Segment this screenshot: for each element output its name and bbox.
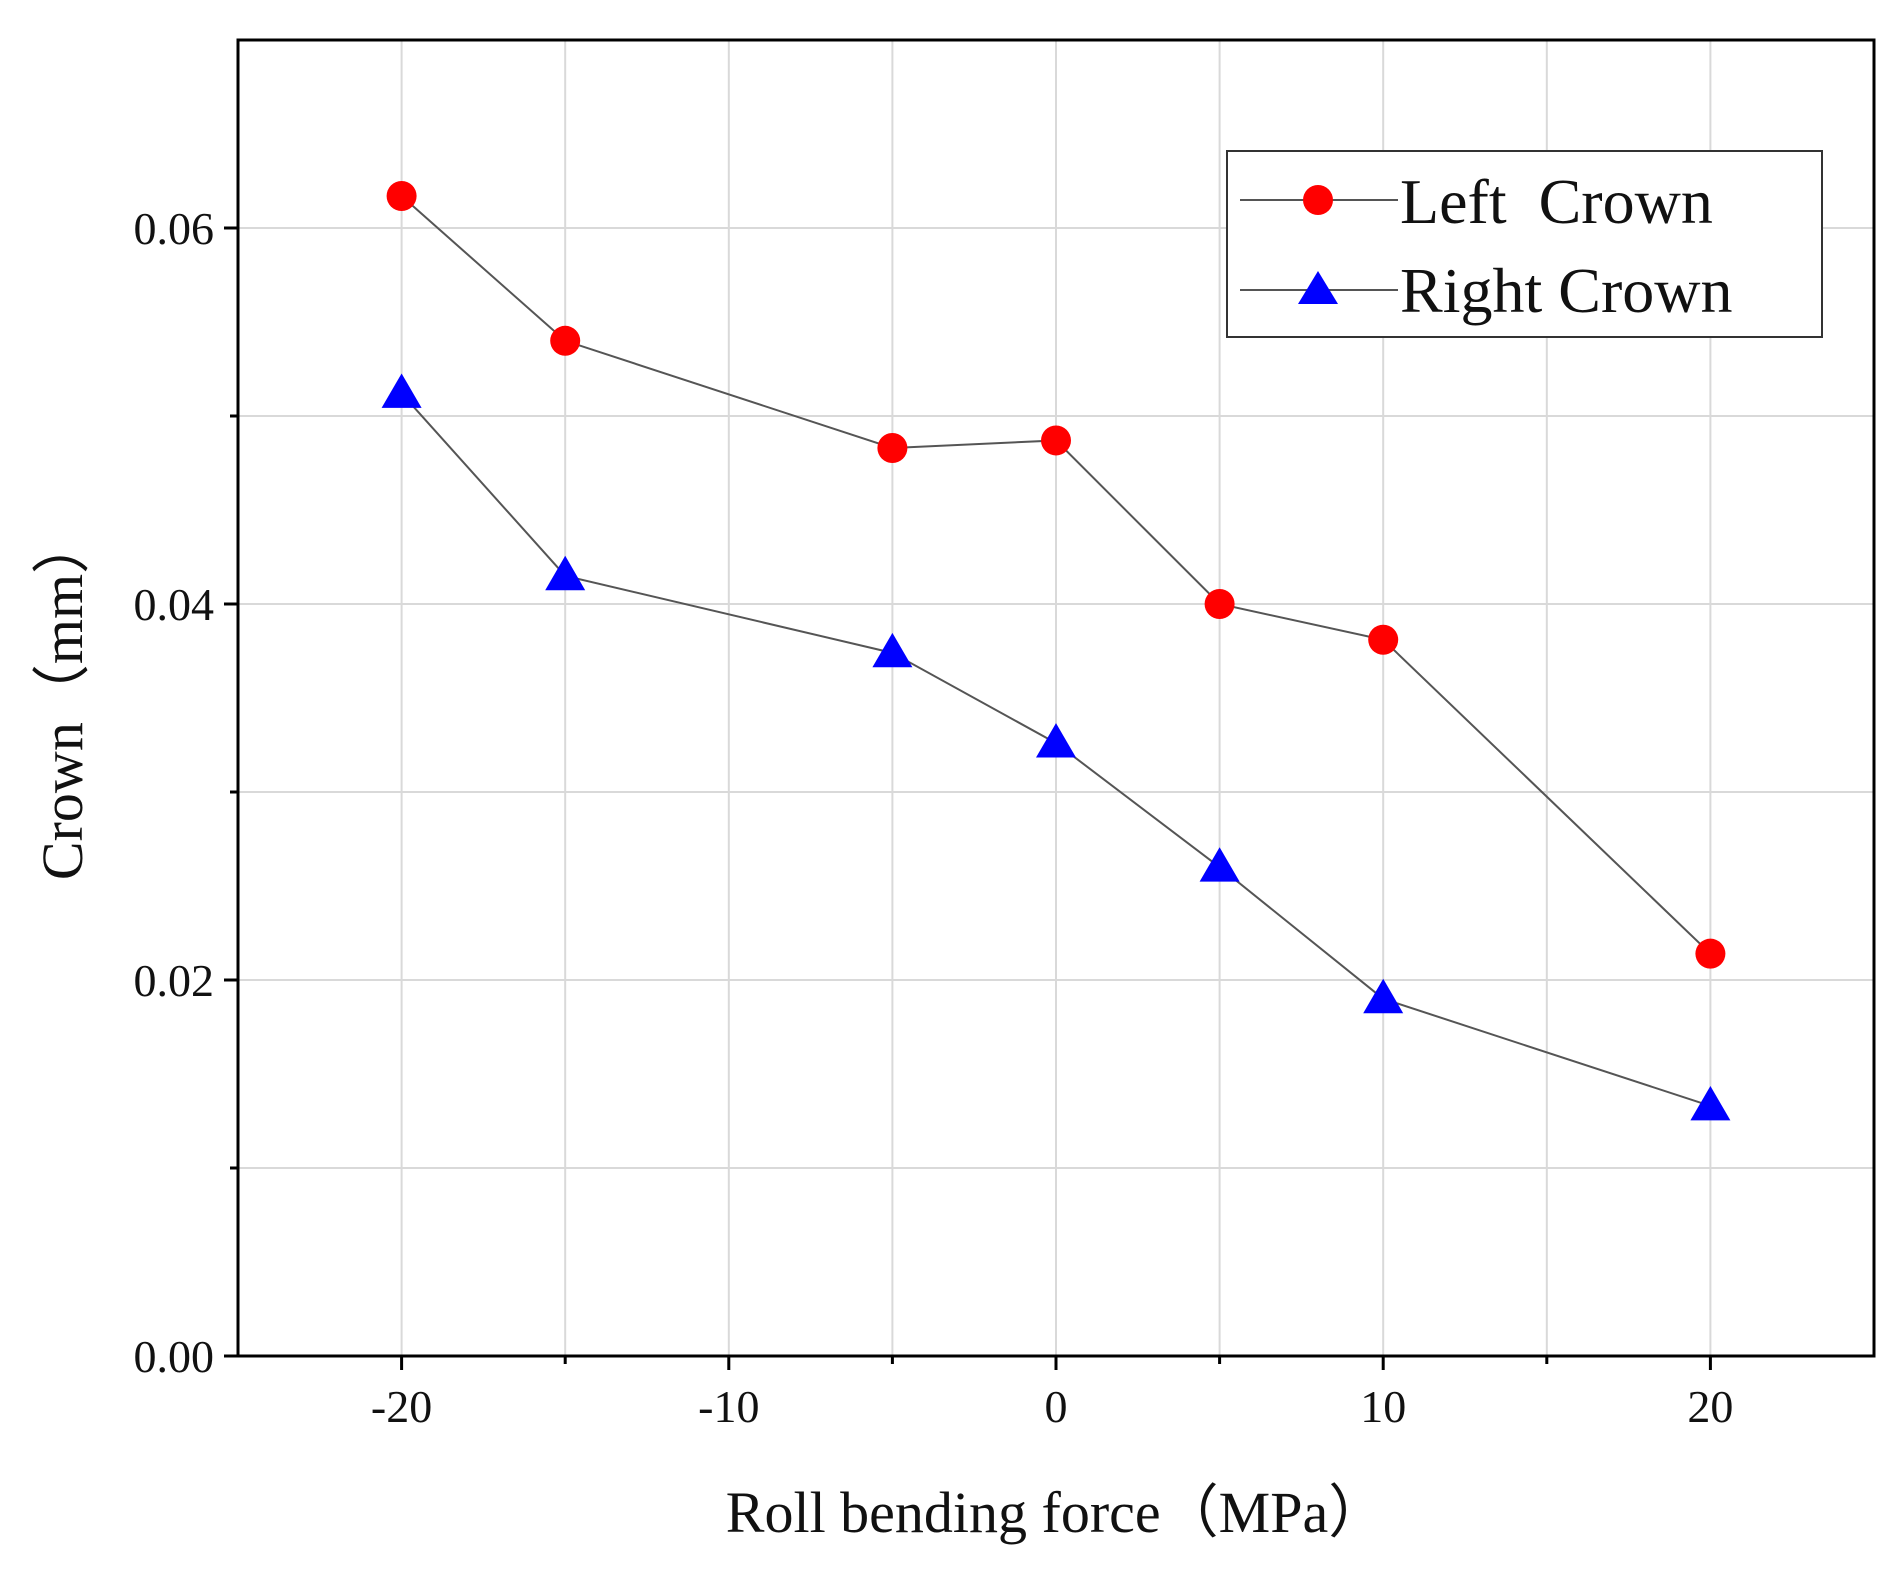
x-tick-label: 0 [1045, 1381, 1068, 1432]
data-point-left-crown [1368, 624, 1399, 655]
data-point-left-crown [386, 181, 417, 212]
series-left-crown [386, 181, 1726, 969]
y-tick-label: 0.06 [134, 203, 215, 254]
axis-ticks: -20 -10 0 10 20 0.00 0.02 0.04 0.06 [134, 203, 1734, 1432]
y-tick-label: 0.00 [134, 1331, 215, 1382]
data-point-right-crown [381, 373, 422, 408]
data-point-right-crown [1199, 847, 1240, 882]
x-tick-label: -10 [698, 1381, 759, 1432]
y-axis-title: Crown（mm） [30, 516, 95, 880]
x-tick-label: -20 [371, 1381, 432, 1432]
legend-marker-left-crown [1303, 185, 1333, 215]
data-point-right-crown [1363, 978, 1404, 1014]
legend-label-right-crown: Right Crown [1400, 255, 1732, 326]
data-point-left-crown [1041, 425, 1071, 456]
data-point-left-crown [1204, 589, 1235, 619]
x-axis-title: Roll bending force（MPa） [726, 1480, 1386, 1545]
legend-box [1226, 150, 1823, 338]
data-point-left-crown [877, 432, 908, 463]
series-group [381, 181, 1731, 1121]
data-point-right-crown [872, 632, 913, 668]
data-point-left-crown [550, 325, 581, 356]
y-tick-label: 0.04 [134, 579, 215, 630]
x-tick-label: 10 [1360, 1381, 1406, 1432]
data-point-right-crown [1690, 1085, 1731, 1121]
data-point-left-crown [1695, 938, 1726, 969]
legend: Left Crown Right Crown [1226, 150, 1823, 338]
y-tick-label: 0.02 [134, 955, 215, 1006]
data-point-right-crown [1036, 723, 1076, 758]
series-right-crown [381, 373, 1731, 1121]
legend-label-left-crown: Left Crown [1400, 166, 1713, 237]
x-tick-label: 20 [1687, 1381, 1733, 1432]
data-point-right-crown [545, 555, 586, 591]
legend-marker-right-crown [1298, 271, 1338, 304]
